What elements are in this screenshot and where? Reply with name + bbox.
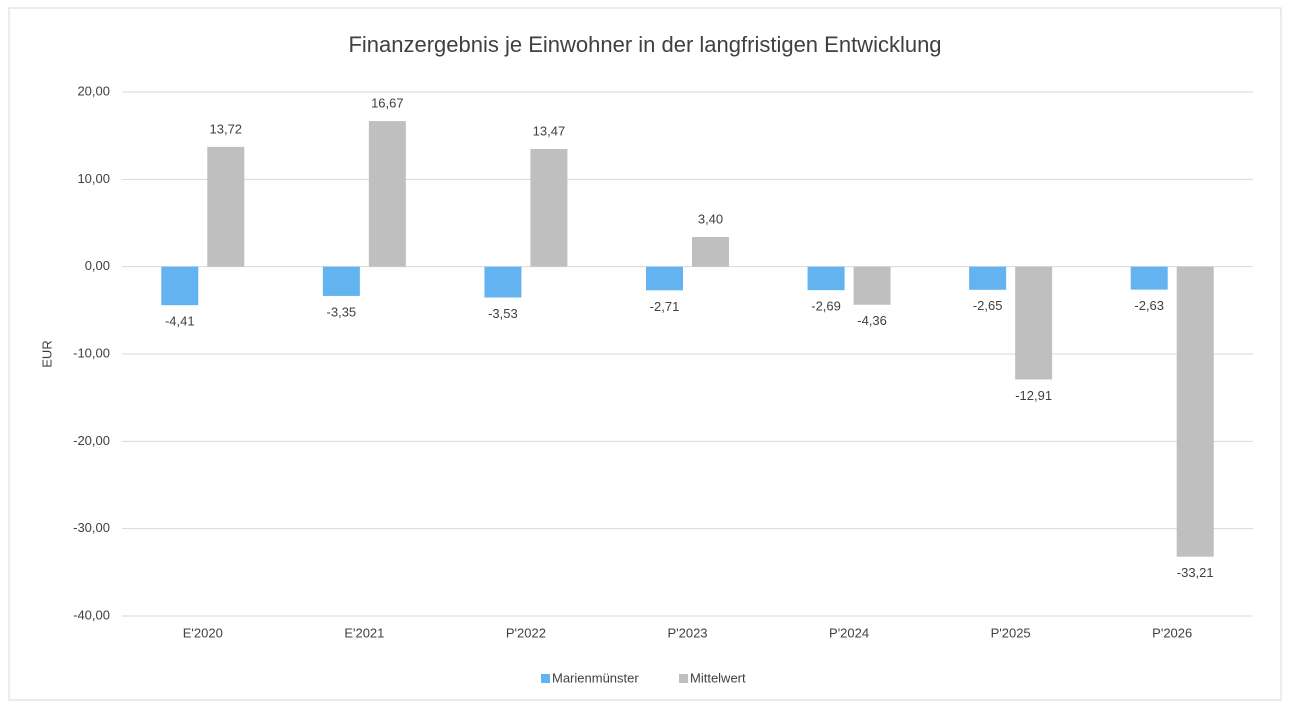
x-tick-label: P'2025 <box>991 625 1031 640</box>
data-label: -2,63 <box>1134 298 1164 313</box>
bar <box>530 149 568 267</box>
x-tick-label: E'2021 <box>344 625 384 640</box>
legend-label: Marienmünster <box>552 670 639 685</box>
legend-swatch <box>541 674 550 683</box>
y-tick-label: 0,00 <box>85 258 110 273</box>
data-label: 3,40 <box>698 211 723 226</box>
data-label: -3,35 <box>327 304 357 319</box>
bar <box>807 266 845 291</box>
bar <box>969 266 1007 290</box>
bar <box>1130 266 1168 290</box>
bar <box>1015 266 1053 380</box>
y-tick-label: -10,00 <box>73 345 110 360</box>
bar <box>1176 266 1214 557</box>
data-label: -4,36 <box>857 313 887 328</box>
bar <box>161 266 199 306</box>
legend-label: Mittelwert <box>690 670 746 685</box>
chart-title: Finanzergebnis je Einwohner in der langf… <box>348 32 941 57</box>
data-label: -4,41 <box>165 314 195 329</box>
bar <box>322 266 360 296</box>
y-tick-label: -40,00 <box>73 607 110 622</box>
data-label: -12,91 <box>1015 388 1052 403</box>
y-tick-label: -20,00 <box>73 433 110 448</box>
y-tick-label: -30,00 <box>73 520 110 535</box>
data-label: -2,65 <box>973 298 1003 313</box>
data-label: -3,53 <box>488 306 518 321</box>
bar <box>646 266 683 291</box>
y-tick-label: 10,00 <box>77 171 110 186</box>
bar <box>692 236 729 267</box>
bar <box>368 121 406 267</box>
bar <box>853 266 891 305</box>
bar <box>484 266 522 298</box>
x-tick-label: P'2023 <box>667 625 707 640</box>
legend-swatch <box>679 674 688 683</box>
data-label: 16,67 <box>371 96 404 111</box>
bar <box>207 146 245 267</box>
x-tick-label: P'2022 <box>506 625 546 640</box>
x-tick-label: E'2020 <box>183 625 223 640</box>
data-label: -2,71 <box>650 299 680 314</box>
x-tick-label: P'2026 <box>1152 625 1192 640</box>
data-label: -2,69 <box>811 299 841 314</box>
y-axis-label: EUR <box>39 340 54 367</box>
data-label: 13,47 <box>533 123 566 138</box>
y-tick-label: 20,00 <box>77 83 110 98</box>
data-label: -33,21 <box>1177 565 1214 580</box>
data-label: 13,72 <box>210 121 243 136</box>
x-tick-label: P'2024 <box>829 625 869 640</box>
